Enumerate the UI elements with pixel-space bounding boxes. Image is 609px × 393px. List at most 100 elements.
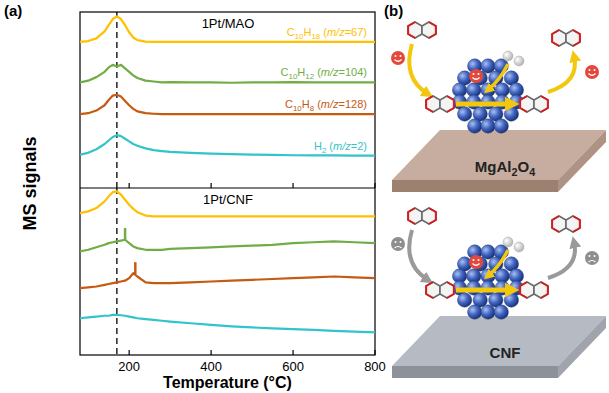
ring-outline — [408, 22, 415, 38]
pt-atom — [481, 245, 495, 259]
ring-outline — [447, 96, 454, 112]
face-eye — [478, 73, 480, 75]
series-label: C10H8 (m/z=128) — [285, 98, 367, 113]
molecule — [520, 96, 548, 112]
support-front — [392, 366, 558, 378]
face — [469, 69, 483, 83]
support-side — [558, 130, 606, 192]
arrow — [548, 242, 575, 278]
panel-separator — [80, 187, 375, 188]
face-eye — [589, 255, 591, 257]
pt-atom — [504, 107, 518, 121]
arrow — [409, 44, 428, 94]
ring-outline — [408, 208, 415, 224]
ring-outline — [426, 96, 433, 112]
face-mouth — [395, 247, 402, 249]
pt-atom — [494, 305, 508, 319]
face — [585, 65, 599, 79]
pt-atom — [457, 107, 471, 121]
ring — [422, 208, 436, 224]
molecule — [426, 96, 454, 112]
ring — [534, 282, 548, 298]
face-mouth — [589, 261, 596, 263]
face-eye — [400, 241, 402, 243]
x-tick-label: 400 — [200, 359, 222, 374]
face-eye — [589, 69, 591, 71]
ring — [422, 22, 436, 38]
face-disc — [469, 69, 483, 83]
face-mouth — [395, 60, 402, 62]
ring-outline — [541, 96, 548, 112]
pt-atom — [468, 119, 482, 133]
arrow — [456, 288, 512, 293]
face-mouth — [473, 264, 480, 266]
peak-mark — [134, 262, 137, 274]
x-axis-label: Temperature (°C) — [163, 374, 292, 391]
support-label: MgAl2O4 — [475, 158, 535, 178]
ring — [408, 22, 422, 38]
arrow — [548, 56, 575, 92]
face-disc — [585, 65, 599, 79]
x-tick — [374, 183, 375, 188]
support-side — [558, 316, 606, 378]
series-line — [80, 315, 375, 333]
y-axis-label: MS signals — [20, 136, 40, 230]
peak-mark — [124, 228, 127, 240]
pt-atom — [457, 293, 471, 307]
h-atom — [503, 237, 513, 247]
plot-area — [80, 188, 375, 355]
x-tick-label: 800 — [364, 359, 386, 374]
ring-outline — [447, 282, 454, 298]
ring — [552, 30, 566, 46]
face — [469, 255, 483, 269]
pt-atom — [494, 119, 508, 133]
pt-atom — [481, 305, 495, 319]
pt-atom — [481, 119, 495, 133]
arrow — [409, 230, 428, 280]
x-tick — [129, 183, 130, 188]
reference-line — [116, 12, 117, 188]
series-label: C10H18 (m/z=67) — [287, 26, 367, 41]
panel-label: (b) — [384, 2, 403, 19]
molecule — [408, 22, 436, 38]
h-atom — [503, 51, 513, 61]
ring-outline — [552, 216, 559, 232]
ring — [426, 282, 440, 298]
series-line — [80, 16, 375, 42]
pt-atom — [481, 59, 495, 73]
series-label: C10H12 (m/z=104) — [281, 66, 367, 81]
panel-title: 1Pt/MAO — [202, 16, 255, 31]
x-tick — [292, 350, 293, 355]
ring — [566, 30, 580, 46]
ring — [534, 96, 548, 112]
x-tick — [374, 350, 375, 355]
molecule — [426, 282, 454, 298]
face — [391, 51, 405, 65]
molecule — [552, 30, 580, 46]
face-eye — [400, 55, 402, 57]
x-tick-label: 200 — [118, 359, 140, 374]
ring-outline — [552, 30, 559, 46]
face-disc — [585, 251, 599, 265]
pt-atom — [468, 305, 482, 319]
series-line — [80, 95, 375, 114]
series-line — [80, 65, 375, 83]
ring — [408, 208, 422, 224]
face-mouth — [589, 74, 596, 76]
x-tick — [129, 350, 130, 355]
series-line — [80, 135, 375, 155]
face-eye — [478, 259, 480, 261]
molecule — [552, 216, 580, 232]
x-tick — [211, 183, 212, 188]
face-eye — [395, 55, 397, 57]
pt-atom — [504, 293, 518, 307]
support-front — [392, 180, 558, 192]
x-tick — [292, 183, 293, 188]
reference-line — [116, 188, 117, 355]
face — [585, 251, 599, 265]
ring-outline — [429, 208, 436, 224]
support-label: CNF — [490, 344, 521, 361]
plot-frame — [80, 12, 375, 355]
h-atom — [514, 56, 524, 66]
figure: (a)(b)1Pt/MAOC10H18 (m/z=67)C10H12 (m/z=… — [0, 0, 609, 393]
